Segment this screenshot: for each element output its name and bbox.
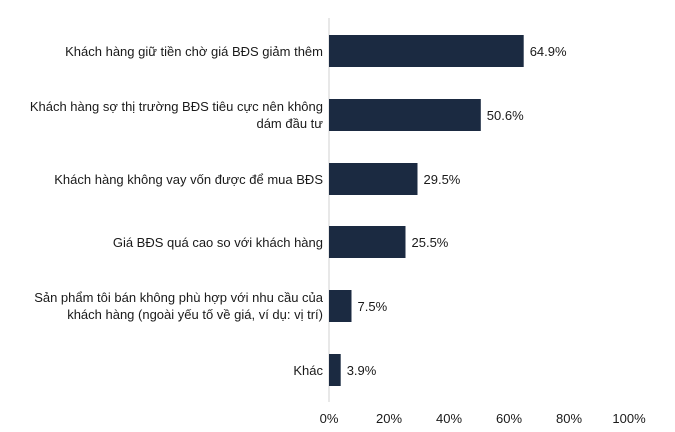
bar-value-label: 64.9% <box>530 44 567 59</box>
bar-value-label: 25.5% <box>412 235 449 250</box>
category-label-line: Giá BĐS quá cao so với khách hàng <box>112 234 323 250</box>
category-label-line: khách hàng (ngoài yếu tố về giá, ví dụ: … <box>67 307 323 322</box>
category-label: Khách hàng giữ tiền chờ giá BĐS giảm thê… <box>3 43 323 60</box>
x-tick-label: 80% <box>556 411 582 426</box>
bar <box>329 35 524 67</box>
bar-value-label: 29.5% <box>424 172 461 187</box>
x-tick-label: 0% <box>320 411 339 426</box>
bar <box>329 226 406 258</box>
category-label-line: dám đầu tư <box>256 116 323 131</box>
bar-value-label: 7.5% <box>358 299 388 314</box>
category-label: Sản phẩm tôi bán không phù hợp với nhu c… <box>3 289 323 323</box>
bar <box>329 354 341 386</box>
x-tick-label: 20% <box>376 411 402 426</box>
bar <box>329 163 418 195</box>
category-label-line: Sản phẩm tôi bán không phù hợp với nhu c… <box>34 290 323 305</box>
bar <box>329 290 352 322</box>
bar-value-label: 3.9% <box>347 363 377 378</box>
x-tick-label: 100% <box>612 411 646 426</box>
category-label-line: Khách hàng giữ tiền chờ giá BĐS giảm thê… <box>65 43 323 59</box>
category-label-line: Khách hàng sợ thị trường BĐS tiêu cực nê… <box>29 99 323 114</box>
x-tick-label: 40% <box>436 411 462 426</box>
category-label: Giá BĐS quá cao so với khách hàng <box>3 234 323 251</box>
category-label: Khác <box>3 362 323 379</box>
category-label-line: Khách hàng không vay vốn được để mua BĐS <box>54 171 323 187</box>
bar <box>329 99 481 131</box>
category-label: Khách hàng sợ thị trường BĐS tiêu cực nê… <box>3 98 323 132</box>
x-tick-label: 60% <box>496 411 522 426</box>
category-label: Khách hàng không vay vốn được để mua BĐS <box>3 171 323 188</box>
category-label-line: Khác <box>293 362 323 378</box>
bar-value-label: 50.6% <box>487 108 524 123</box>
